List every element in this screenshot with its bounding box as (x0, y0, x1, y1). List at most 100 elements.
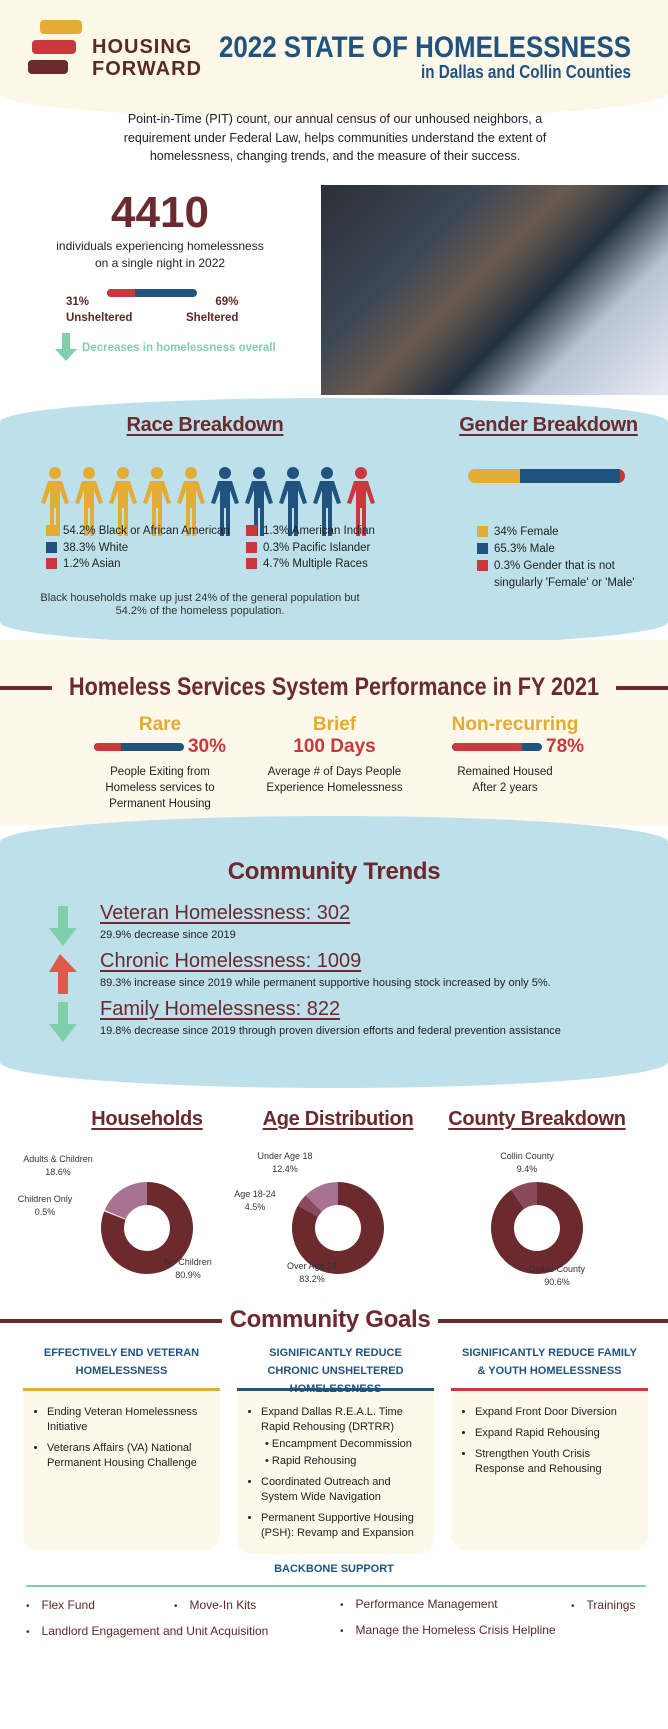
intro-text: Point-in-Time (PIT) count, our annual ce… (123, 112, 547, 163)
person-icon (41, 467, 69, 536)
backbone-item: Trainings (571, 1598, 636, 1612)
backbone-item: Landlord Engagement and Unit Acquisition (26, 1624, 269, 1638)
race-legend-item: 54.2% Black or African American (46, 523, 246, 540)
trend-item: Veteran Homelessness: 302 29.9% decrease … (48, 902, 648, 950)
person-icon (279, 467, 307, 536)
gender-bar-segment (520, 469, 621, 483)
goal-item: Strengthen Youth Crisis Response and Reh… (475, 1447, 640, 1477)
goal-subitem: Rapid Rehousing (265, 1454, 426, 1469)
donut-slice (104, 1182, 147, 1219)
logo (28, 20, 88, 76)
donut-chart (491, 1182, 583, 1274)
gender-title: Gender Breakdown (459, 414, 638, 436)
divider (0, 1319, 222, 1323)
goal-column: SIGNIFICANTLY REDUCE FAMILY & YOUTH HOME… (451, 1344, 648, 1554)
goal-item: Coordinated Outreach and System Wide Nav… (261, 1475, 426, 1505)
trend-item: Family Homelessness: 822 19.8% decrease s… (48, 998, 648, 1046)
person-icon (347, 467, 375, 536)
donut-slice (511, 1182, 537, 1209)
brief-metric: Brief 100 Days Average # of Days People … (266, 714, 403, 794)
divider (0, 686, 52, 690)
performance-section (0, 640, 668, 825)
slice-label: Age 18-24 4.5% (234, 1189, 276, 1212)
arrow-up-icon (49, 954, 77, 994)
race-legend-item: 1.2% Asian (46, 556, 246, 573)
charts-row: Households No Children 80.9% Children Only 0… (0, 1108, 668, 1308)
backbone-item: Flex Fund (26, 1598, 95, 1612)
arrow-down-icon (55, 333, 77, 361)
race-figures (40, 466, 376, 536)
goals-title: Community Goals (229, 1306, 431, 1333)
photo-person-reading-map (321, 185, 668, 395)
person-icon (211, 467, 239, 536)
trends-title: Community Trends (227, 858, 441, 885)
logo-text: HOUSING FORWARD (92, 36, 202, 80)
slice-label: Over Age 24 83.2% (286, 1261, 338, 1284)
shelter-bar (107, 289, 197, 297)
backbone-item: Manage the Homeless Crisis Helpline (340, 1623, 556, 1637)
goal-item: Expand Dallas R.E.A.L. Time Rapid Rehous… (261, 1405, 426, 1469)
backbone-title: BACKBONE SUPPORT (274, 1563, 394, 1575)
slice-label: Adults & Children 18.6% (23, 1154, 93, 1177)
race-legend-item: 4.7% Multiple Races (246, 556, 386, 573)
chart-title: Age Distribution (262, 1108, 414, 1130)
donut-slice (104, 1209, 126, 1220)
divider (438, 1319, 668, 1323)
race-legend-item: 1.3% American Indian (246, 523, 386, 540)
chart-title: Households (91, 1108, 203, 1130)
person-icon (75, 467, 103, 536)
donut-chart (292, 1182, 384, 1274)
unsheltered-stat: 31% Unsheltered (66, 296, 133, 324)
slice-label: Dallas County 90.6% (528, 1264, 586, 1287)
gender-legend-item: 0.3% Gender that is not singularly 'Fema… (477, 558, 637, 592)
page-title-block: 2022 STATE OF HOMELESSNESS in Dallas and… (219, 31, 631, 82)
divider (26, 1585, 646, 1587)
total-description: individuals experiencing homelessness on … (56, 239, 264, 270)
goal-item: Permanent Supportive Housing (PSH): Reva… (261, 1511, 426, 1541)
arrow-down-icon (49, 906, 77, 946)
donut-chart (101, 1182, 193, 1274)
slice-label: No Children 80.9% (164, 1257, 212, 1280)
goal-column: SIGNIFICANTLY REDUCE CHRONIC UNSHELTERED… (237, 1344, 434, 1554)
trends-section (0, 816, 668, 1088)
gender-legend-item: 65.3% Male (477, 541, 637, 558)
race-legend-item: 38.3% White (46, 540, 246, 557)
rare-metric: Rare 30% People Exiting from Homeless se… (80, 714, 240, 812)
goal-item: Veterans Affairs (VA) National Permanent… (47, 1441, 212, 1471)
gender-legend: 34% Female 65.3% Male 0.3% Gender that is … (477, 524, 637, 592)
legend-swatch (477, 543, 488, 554)
divider (616, 686, 668, 690)
race-title: Race Breakdown (126, 414, 284, 436)
chart-title: County Breakdown (448, 1108, 626, 1130)
legend-swatch (477, 560, 488, 571)
legend-swatch (246, 525, 257, 536)
performance-title-block: Homeless Services System Performance in … (69, 673, 599, 701)
legend-swatch (477, 526, 488, 537)
goals-columns: EFFECTIVELY END VETERAN HOMELESSNESS Endi… (23, 1344, 648, 1554)
legend-swatch (246, 558, 257, 569)
total-count: 4410 (111, 188, 209, 237)
race-legend-item: 0.3% Pacific Islander (246, 540, 386, 557)
page-subtitle: in Dallas and Collin Counties (421, 62, 631, 82)
backbone-item: Move-In Kits (174, 1598, 257, 1612)
person-icon (109, 467, 137, 536)
race-note: Black households make up just 24% of the… (40, 592, 360, 617)
legend-swatch (46, 541, 57, 553)
donut-slice (491, 1182, 583, 1274)
race-legend: 54.2% Black or African American 38.3% Whi… (46, 523, 386, 573)
slice-label: Children Only 0.5% (17, 1194, 73, 1217)
nonrecurring-metric: Non-recurring 78% Remained Housed After … (451, 714, 585, 794)
person-icon (177, 467, 205, 536)
donut-slice (305, 1182, 338, 1212)
page-title: 2022 STATE OF HOMELESSNESS (219, 31, 631, 64)
goal-subitem: Encampment Decommission (265, 1437, 426, 1452)
slice-label: Under Age 18 12.4% (257, 1151, 313, 1174)
trend-text: Decreases in homelessness overall (82, 342, 276, 354)
goal-heading: SIGNIFICANTLY REDUCE FAMILY & YOUTH HOME… (461, 1347, 637, 1377)
legend-swatch (246, 541, 257, 553)
goal-card: Expand Front Door Diversion Expand Rapid … (451, 1388, 648, 1550)
header-band (0, 0, 668, 118)
performance-title: Homeless Services System Performance in … (69, 673, 599, 701)
trends-list: Veteran Homelessness: 302 29.9% decrease … (48, 902, 648, 1046)
goal-item: Expand Front Door Diversion (475, 1405, 640, 1420)
